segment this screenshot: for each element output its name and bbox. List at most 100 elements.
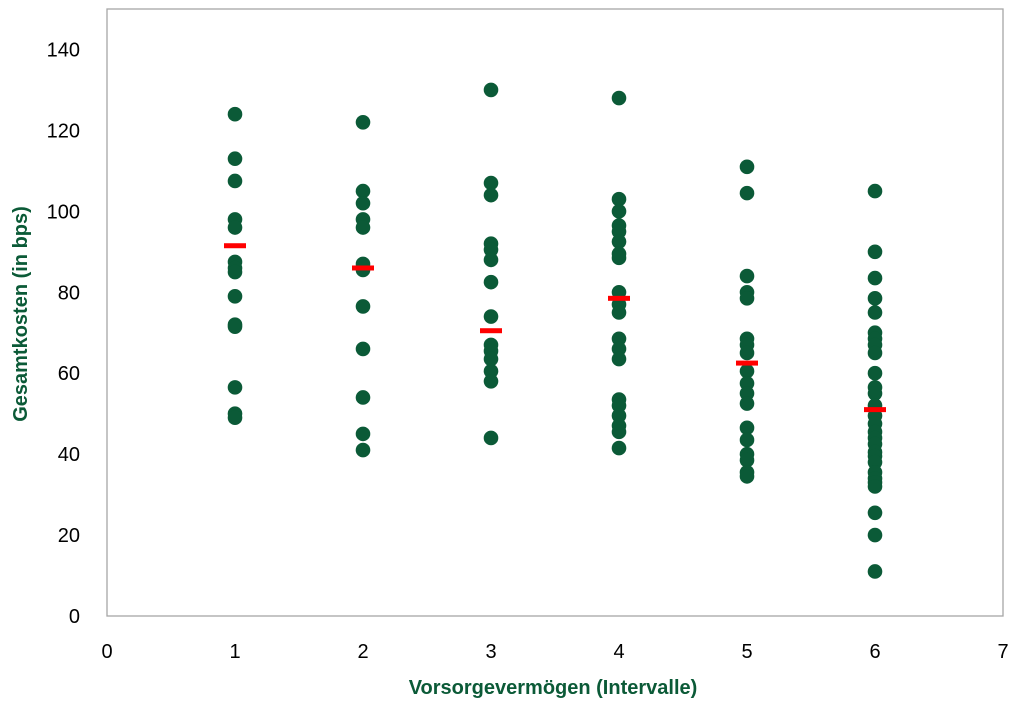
data-point <box>355 426 371 442</box>
data-point <box>611 305 627 320</box>
data-point <box>483 252 499 268</box>
data-point <box>483 309 499 324</box>
data-point <box>739 452 755 468</box>
y-tick-label: 20 <box>58 525 80 547</box>
data-point <box>867 479 883 494</box>
data-point <box>611 398 627 413</box>
data-point <box>227 380 243 395</box>
data-point <box>227 319 243 334</box>
x-tick-label: 3 <box>485 641 496 663</box>
data-point <box>355 115 371 130</box>
data-point <box>611 191 627 207</box>
data-point <box>739 396 755 411</box>
data-point <box>739 469 755 484</box>
data-point <box>611 234 627 249</box>
mean-marker <box>864 407 886 413</box>
x-tick-label: 1 <box>229 641 240 663</box>
data-point <box>867 505 883 521</box>
y-tick-label: 140 <box>47 39 80 61</box>
y-tick-label: 0 <box>69 606 80 628</box>
data-point <box>355 341 371 357</box>
data-point <box>867 345 883 361</box>
mean-marker <box>224 243 246 249</box>
data-point <box>483 363 499 379</box>
data-point <box>739 432 755 448</box>
y-axis-title: Gesamtkosten (in bps) <box>10 206 32 422</box>
data-point <box>739 376 755 391</box>
y-tick-label: 120 <box>47 120 80 142</box>
data-point <box>739 291 755 306</box>
data-point <box>611 250 627 266</box>
data-point <box>611 341 627 357</box>
data-point <box>483 351 499 367</box>
y-axis-ticks: 0 20 40 60 80 100 120 140 <box>47 39 80 628</box>
data-point <box>483 430 499 446</box>
data-point <box>227 173 243 189</box>
data-point <box>611 224 627 239</box>
data-point <box>867 527 883 543</box>
x-axis-ticks: 0 1 2 3 4 5 6 7 <box>101 641 1008 663</box>
y-tick-label: 80 <box>58 282 80 304</box>
y-tick-label: 100 <box>47 201 80 223</box>
y-tick-label: 60 <box>58 363 80 385</box>
data-point <box>611 204 627 219</box>
x-tick-label: 2 <box>357 641 368 663</box>
mean-marker <box>736 360 758 366</box>
data-point <box>739 386 755 401</box>
y-tick-label: 40 <box>58 444 80 466</box>
data-point <box>739 268 755 284</box>
data-point <box>739 363 755 379</box>
data-point <box>611 408 627 423</box>
data-point <box>355 442 371 458</box>
data-point <box>611 331 627 347</box>
mean-marker <box>480 328 502 334</box>
data-point <box>227 220 243 235</box>
data-point <box>355 195 371 211</box>
x-tick-label: 0 <box>101 641 112 663</box>
data-point <box>227 264 243 280</box>
data-point <box>355 299 371 314</box>
data-point <box>483 82 499 98</box>
plot-frame <box>106 8 1004 617</box>
data-point <box>227 106 243 122</box>
x-tick-label: 5 <box>741 641 752 663</box>
data-point <box>611 351 627 367</box>
data-point <box>355 183 371 199</box>
data-point <box>483 175 499 191</box>
data-point <box>611 440 627 456</box>
data-point <box>867 365 883 381</box>
plot-area-border <box>106 8 1004 617</box>
data-point <box>355 390 371 405</box>
mean-markers <box>224 243 886 413</box>
x-axis-title: Vorsorgevermögen (Intervalle) <box>409 677 698 699</box>
data-points <box>227 82 883 579</box>
data-point <box>355 220 371 235</box>
data-point <box>867 305 883 320</box>
data-point <box>227 151 243 167</box>
data-point <box>867 454 883 470</box>
data-point <box>611 90 627 106</box>
data-point <box>739 159 755 175</box>
x-tick-label: 4 <box>613 641 624 663</box>
data-point <box>867 386 883 401</box>
x-tick-label: 6 <box>869 641 880 663</box>
x-tick-label: 7 <box>997 641 1008 663</box>
data-point <box>739 420 755 436</box>
data-point <box>483 274 499 290</box>
data-point <box>227 289 243 304</box>
data-point <box>611 424 627 440</box>
mean-marker <box>608 295 630 301</box>
data-point <box>739 345 755 361</box>
data-point <box>483 187 499 203</box>
mean-marker <box>352 265 374 271</box>
data-point <box>739 185 755 201</box>
data-point <box>867 183 883 199</box>
data-point <box>483 242 499 258</box>
data-point <box>867 564 883 579</box>
data-point <box>483 373 499 389</box>
data-point <box>867 291 883 306</box>
data-point <box>867 244 883 260</box>
data-point <box>867 270 883 286</box>
data-point <box>227 410 243 426</box>
